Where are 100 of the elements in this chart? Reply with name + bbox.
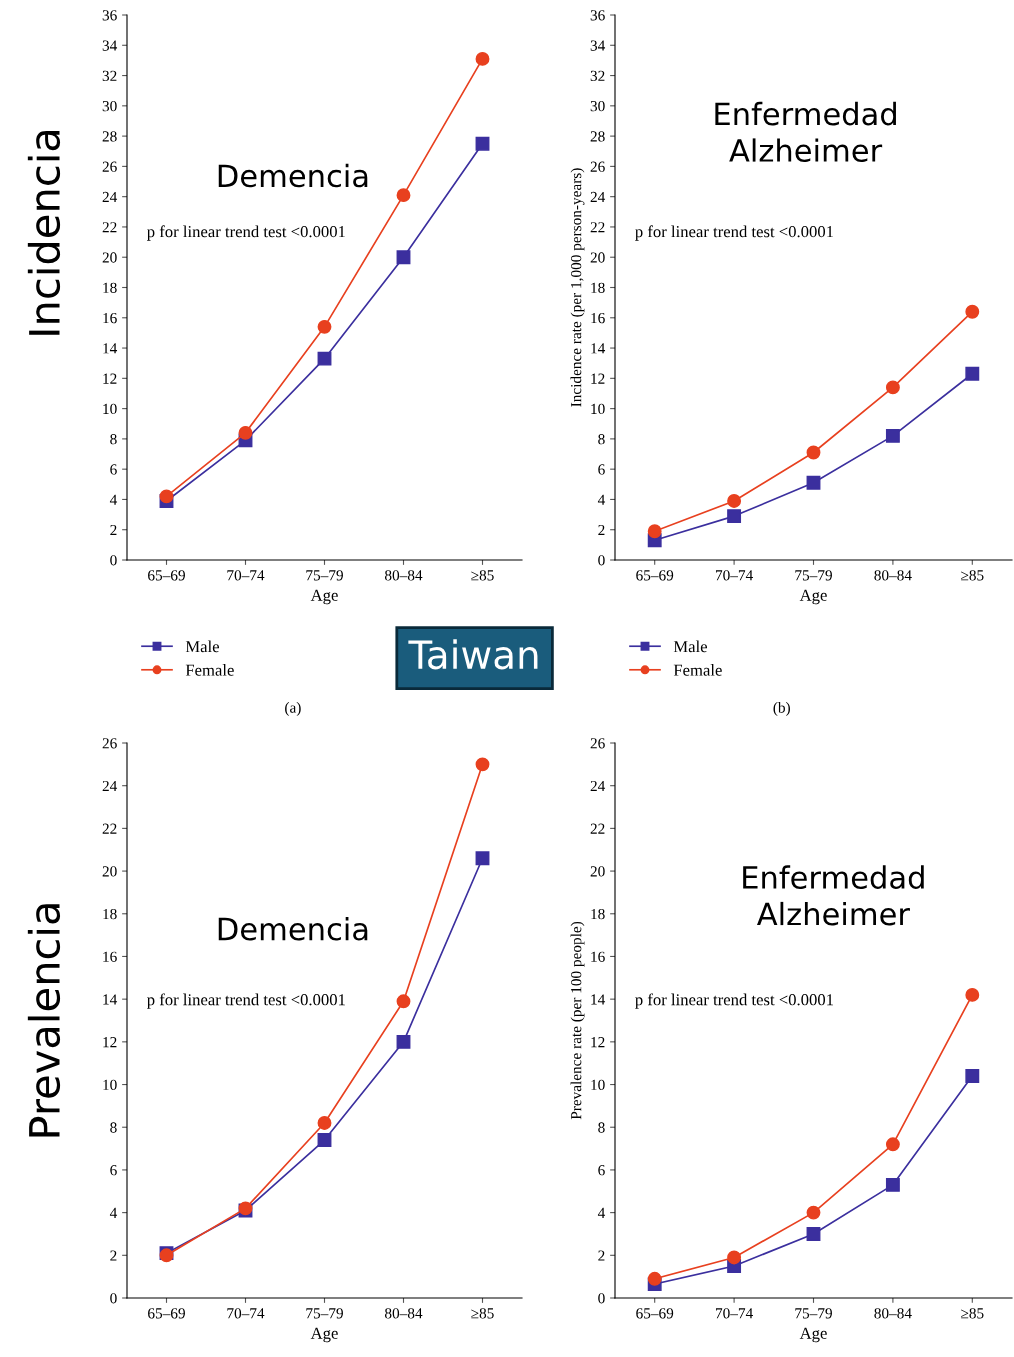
x-tick-label: 80–84: [384, 570, 423, 581]
point: [965, 987, 980, 1002]
y-tick-label: 18: [103, 908, 117, 920]
point: [965, 304, 980, 319]
text: Incidencia: [27, 130, 61, 335]
x-tick-label: 65–69: [148, 1308, 185, 1319]
x-tick-label: 65–69: [636, 1308, 674, 1319]
y-tick-label: 6: [598, 464, 605, 475]
point: [727, 494, 742, 508]
y-tick-label: 4: [109, 1207, 118, 1218]
point: [317, 1133, 332, 1147]
text: (a): [285, 702, 301, 716]
y-tick-label: 4: [597, 494, 606, 505]
point: [396, 188, 411, 203]
y-tick-label: 34: [102, 40, 118, 51]
point: [396, 250, 411, 265]
y-tick-label: 2: [110, 1250, 117, 1261]
y-tick-label: 14: [103, 343, 118, 354]
x-tick-label: 70–74: [716, 570, 753, 581]
x-tick-label: 75–79: [306, 570, 343, 581]
text: (b): [773, 702, 790, 716]
point: [159, 489, 174, 504]
y-axis-title: Prevalence rate (per 100 people): [570, 921, 585, 1120]
legend-label: Male: [185, 640, 219, 653]
y-tick-label: 0: [110, 1293, 117, 1304]
point: [806, 475, 821, 490]
y-tick-label: 12: [103, 373, 117, 384]
y-tick-label: 10: [591, 403, 605, 415]
x-tick-label: 75–79: [306, 1308, 343, 1319]
point: [317, 351, 332, 366]
point: [475, 51, 490, 66]
y-tick-label: 16: [591, 312, 605, 324]
y-tick-label: 2: [598, 1250, 605, 1261]
point: [475, 136, 490, 151]
y-tick-label: 8: [598, 1122, 605, 1133]
annotation: p for linear trend test <0.0001: [147, 225, 345, 241]
x-tick-label: 70–74: [716, 1308, 753, 1319]
y-tick-label: 14: [103, 994, 118, 1005]
x-tick-label: 70–74: [227, 570, 265, 581]
y-tick-label: 6: [598, 1165, 605, 1176]
point: [727, 509, 742, 524]
y-tick-label: 36: [102, 10, 117, 21]
point: [885, 1137, 900, 1152]
y-axis-title: Incidence rate (per 1,000 person-years): [570, 168, 585, 407]
point: [965, 1069, 980, 1083]
y-tick-label: 24: [102, 191, 118, 202]
y-tick-label: 30: [590, 100, 605, 112]
y-tick-label: 22: [590, 222, 605, 233]
y-tick-label: 6: [110, 1165, 117, 1176]
x-axis-title: Age: [310, 589, 338, 605]
y-tick-label: 10: [591, 1079, 605, 1090]
point: [238, 425, 253, 440]
point: [885, 428, 900, 443]
y-tick-label: 30: [102, 100, 117, 112]
text: Demencia: [218, 916, 368, 941]
x-tick-label: 70–74: [227, 1308, 265, 1319]
y-tick-label: 22: [102, 222, 117, 233]
y-tick-label: 4: [109, 494, 118, 505]
x-axis-title: Age: [799, 589, 827, 605]
point: [965, 366, 980, 381]
y-tick-label: 32: [102, 70, 117, 82]
y-tick-label: 26: [102, 161, 117, 172]
annotation: p for linear trend test <0.0001: [635, 993, 834, 1009]
y-tick-label: 8: [598, 434, 605, 445]
y-tick-label: 18: [591, 908, 605, 920]
x-tick-label: ≥85: [961, 1308, 984, 1319]
x-tick-label: 80–84: [874, 570, 912, 581]
y-tick-label: 16: [103, 951, 117, 962]
x-tick-label: 65–69: [148, 570, 185, 581]
y-tick-label: 0: [598, 555, 605, 566]
point: [647, 1271, 662, 1286]
y-tick-label: 24: [590, 191, 606, 202]
text: Enfermedad Alzheimer: [743, 865, 924, 926]
x-tick-label: 65–69: [636, 570, 674, 581]
y-tick-label: 28: [102, 131, 117, 142]
x-tick-label: ≥85: [961, 570, 984, 581]
y-tick-label: 36: [590, 10, 605, 21]
annotation: p for linear trend test <0.0001: [635, 225, 834, 241]
x-axis-title: Age: [310, 1327, 338, 1343]
point: [475, 757, 490, 772]
point: [475, 851, 490, 866]
legend-label: Male: [673, 640, 707, 653]
y-tick-label: 0: [110, 555, 117, 566]
y-tick-label: 2: [598, 524, 605, 536]
y-tick-label: 12: [591, 1037, 605, 1048]
y-tick-label: 8: [110, 1122, 117, 1133]
x-axis-title: Age: [799, 1327, 827, 1343]
x-tick-label: ≥85: [471, 1308, 494, 1319]
y-tick-label: 32: [590, 70, 605, 82]
annotation: p for linear trend test <0.0001: [147, 993, 345, 1009]
y-tick-label: 22: [590, 823, 605, 834]
y-tick-label: 6: [110, 464, 117, 475]
y-tick-label: 20: [590, 866, 605, 877]
y-tick-label: 22: [102, 823, 117, 834]
y-tick-label: 24: [590, 780, 606, 791]
text: Prevalencia: [27, 904, 61, 1137]
x-tick-label: 80–84: [874, 1308, 912, 1319]
legend-label: Female: [673, 664, 722, 676]
point: [885, 380, 900, 395]
y-tick-label: 24: [102, 780, 118, 791]
